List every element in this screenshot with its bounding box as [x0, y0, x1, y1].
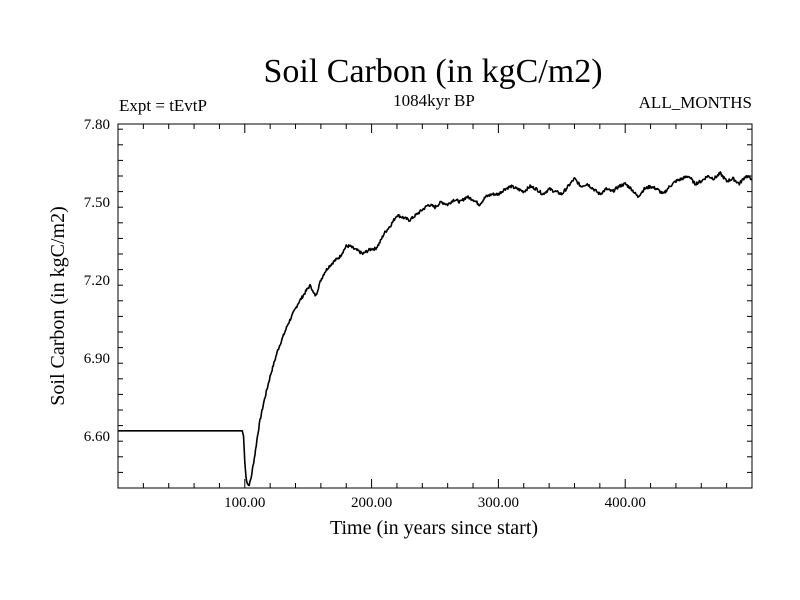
y-tick-label: 6.60 — [84, 429, 110, 445]
experiment-label: Expt = tEvtP — [119, 96, 207, 115]
y-tick-label: 7.20 — [84, 273, 110, 289]
y-axis-label: Soil Carbon (in kgC/m2) — [47, 206, 69, 405]
y-tick-label: 7.80 — [84, 117, 110, 133]
months-label: ALL_MONTHS — [639, 93, 752, 112]
x-tick-label: 400.00 — [605, 495, 646, 511]
period-label: 1084kyr BP — [393, 91, 475, 110]
y-tick-label: 7.50 — [84, 195, 110, 211]
chart-title: Soil Carbon (in kgC/m2) — [263, 53, 602, 90]
plot-frame — [117, 123, 753, 489]
x-tick-label: 300.00 — [478, 495, 519, 511]
x-tick-label: 100.00 — [224, 495, 265, 511]
tick-label-layer: 100.00 200.00 300.00 400.00 6.60 6.90 7.20 7.50… — [84, 117, 646, 511]
x-axis-label: Time (in years since start) — [330, 517, 538, 539]
tick-layer — [118, 124, 752, 488]
y-tick-label: 6.90 — [84, 351, 110, 367]
soil-carbon-series-line — [117, 171, 753, 487]
x-tick-label: 200.00 — [351, 495, 392, 511]
